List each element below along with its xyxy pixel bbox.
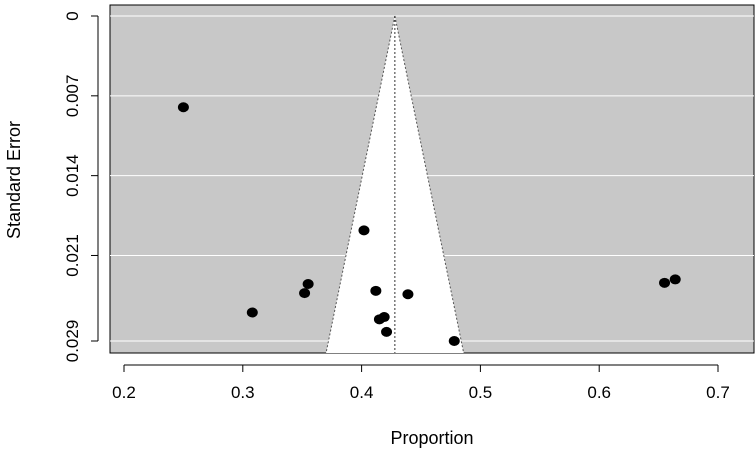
funnel-right-boundary bbox=[394, 15, 465, 354]
data-points bbox=[177, 102, 681, 346]
y-tick-label: 0.029 bbox=[63, 320, 82, 363]
data-point bbox=[358, 225, 370, 236]
data-point bbox=[448, 336, 460, 346]
x-axis: 0.2 0.3 0.4 0.5 0.6 0.7 bbox=[112, 364, 730, 402]
x-tick-label: 0.6 bbox=[587, 383, 611, 402]
data-point bbox=[659, 277, 671, 288]
data-point bbox=[402, 289, 414, 300]
x-tick-label: 0.7 bbox=[706, 383, 730, 402]
y-axis: 0 0.007 0.014 0.021 0.029 bbox=[63, 11, 99, 363]
data-point bbox=[177, 102, 189, 113]
data-point bbox=[669, 274, 681, 285]
y-axis-title: Standard Error bbox=[4, 121, 24, 239]
funnel-region bbox=[325, 15, 465, 354]
y-tick-label: 0.014 bbox=[63, 154, 82, 197]
funnel-left-boundary bbox=[325, 15, 396, 354]
y-tick-label: 0.007 bbox=[63, 75, 82, 118]
data-point bbox=[370, 285, 382, 296]
x-tick-label: 0.3 bbox=[231, 383, 255, 402]
data-point bbox=[378, 312, 390, 323]
data-point bbox=[381, 326, 393, 337]
x-tick-label: 0.2 bbox=[112, 383, 136, 402]
x-axis-title: Proportion bbox=[390, 428, 473, 448]
x-tick-label: 0.4 bbox=[350, 383, 374, 402]
x-tick-label: 0.5 bbox=[469, 383, 493, 402]
data-point bbox=[302, 278, 314, 289]
y-tick-label: 0.021 bbox=[63, 234, 82, 277]
data-point bbox=[299, 288, 311, 299]
y-tick-label: 0 bbox=[63, 11, 82, 20]
data-point bbox=[246, 307, 258, 318]
